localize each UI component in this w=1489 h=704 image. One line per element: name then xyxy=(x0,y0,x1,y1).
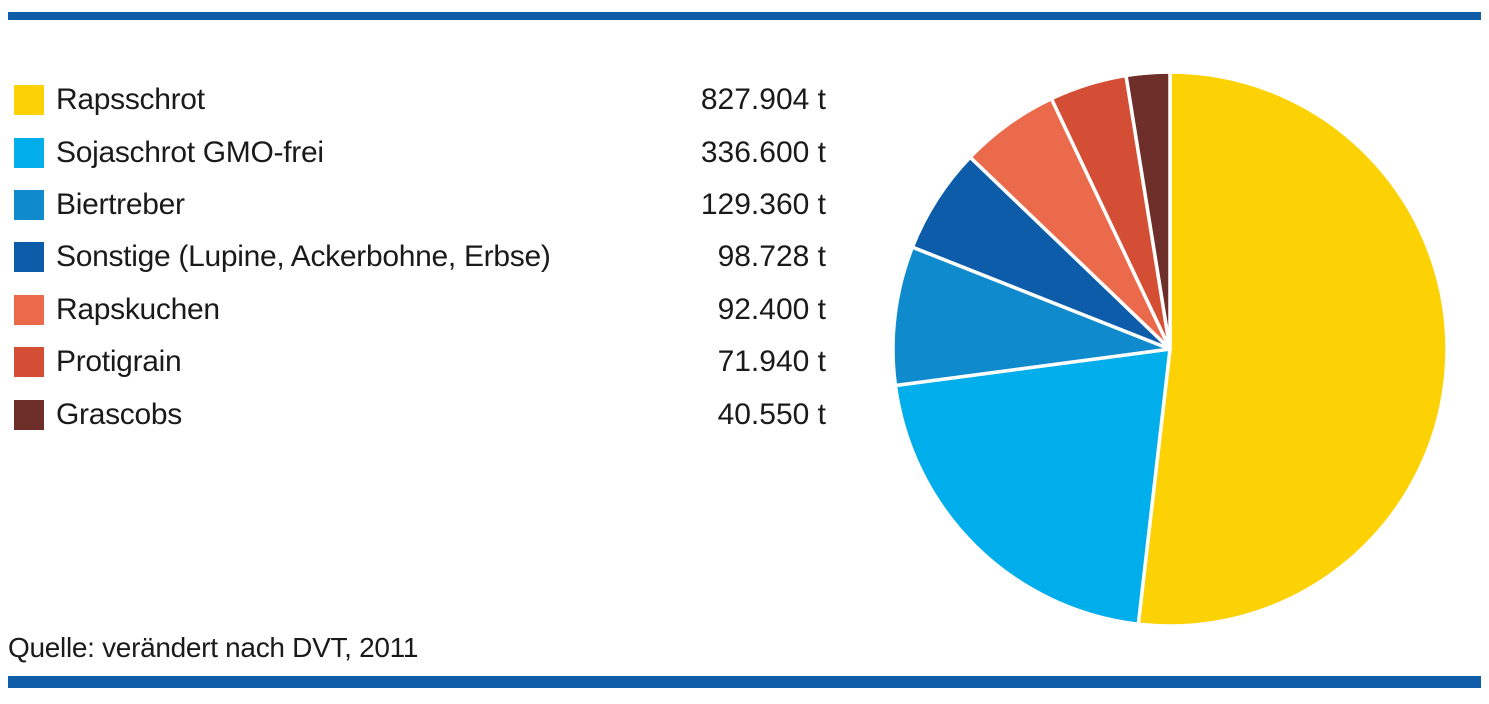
legend-label: Protigrain xyxy=(56,345,182,379)
legend-value: 40.550 t xyxy=(717,397,826,431)
legend-item-grascobs: Grascobs 40.550 t xyxy=(14,388,826,440)
legend-label: Sojaschrot GMO-frei xyxy=(56,135,324,169)
legend-item-rapsschrot: Rapsschrot 827.904 t xyxy=(14,74,826,126)
pie-slice-sojaschrot-gmo-frei xyxy=(893,347,1172,626)
legend-swatch xyxy=(14,347,44,378)
legend-label: Rapsschrot xyxy=(56,83,205,117)
legend-value: 827.904 t xyxy=(700,83,826,117)
legend-value: 71.940 t xyxy=(717,345,826,379)
legend-item-sonstige-lupine-ackerbohne-erbse: Sonstige (Lupine, Ackerbohne, Erbse) 98.7… xyxy=(14,231,826,283)
source-note: Quelle: verändert nach DVT, 2011 xyxy=(8,632,419,663)
legend-swatch xyxy=(14,137,44,168)
pie-slice-biertreber xyxy=(891,245,1172,388)
pie-slice-grascobs xyxy=(1124,70,1172,351)
legend-item-rapskuchen: Rapskuchen 92.400 t xyxy=(14,284,826,336)
pie-chart xyxy=(891,70,1449,628)
legend-swatch xyxy=(14,85,44,116)
legend-label: Rapskuchen xyxy=(56,292,220,326)
legend-value: 129.360 t xyxy=(700,187,826,221)
legend-swatch xyxy=(14,242,44,273)
chart-legend: Rapsschrot 827.904 t Sojaschrot GMO-frei 33… xyxy=(14,74,826,441)
legend-value: 98.728 t xyxy=(717,240,826,274)
legend-label: Sonstige (Lupine, Ackerbohne, Erbse) xyxy=(56,240,551,274)
top-accent-bar xyxy=(8,12,1481,20)
legend-label: Grascobs xyxy=(56,397,182,431)
legend-value: 336.600 t xyxy=(700,135,826,169)
legend-swatch xyxy=(14,294,44,325)
legend-item-biertreber: Biertreber 129.360 t xyxy=(14,179,826,231)
bottom-accent-bar xyxy=(8,676,1481,688)
legend-label: Biertreber xyxy=(56,187,185,221)
legend-value: 92.400 t xyxy=(717,292,826,326)
pie-slice-rapsschrot xyxy=(1136,70,1449,628)
legend-item-protigrain: Protigrain 71.940 t xyxy=(14,336,826,388)
legend-swatch xyxy=(14,189,44,220)
legend-swatch xyxy=(14,399,44,430)
legend-item-sojaschrot-gmo-frei: Sojaschrot GMO-frei 336.600 t xyxy=(14,126,826,178)
